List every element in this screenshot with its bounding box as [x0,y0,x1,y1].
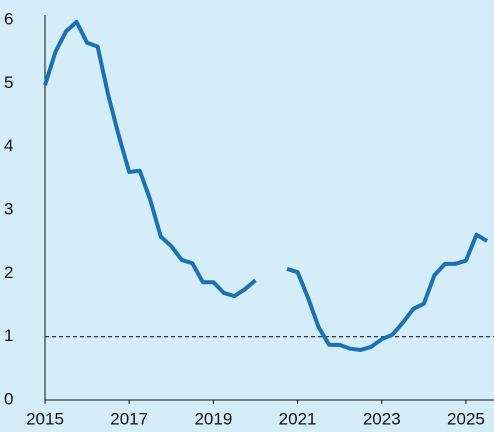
x-tick-label: 2021 [279,409,317,428]
x-tick-label: 2017 [110,409,148,428]
y-tick-label: 0 [4,389,13,408]
y-tick-label: 4 [4,136,13,155]
x-tick-label: 2015 [26,409,64,428]
data-line [286,232,489,352]
y-tick-label: 2 [4,263,13,282]
y-tick-label: 3 [4,199,13,218]
x-tick-label: 2025 [447,409,485,428]
data-line [43,19,257,299]
x-tick-label: 2019 [194,409,232,428]
y-tick-label: 6 [4,9,13,28]
x-tick-label: 2023 [363,409,401,428]
y-tick-label: 5 [4,73,13,92]
y-tick-label: 1 [4,326,13,345]
